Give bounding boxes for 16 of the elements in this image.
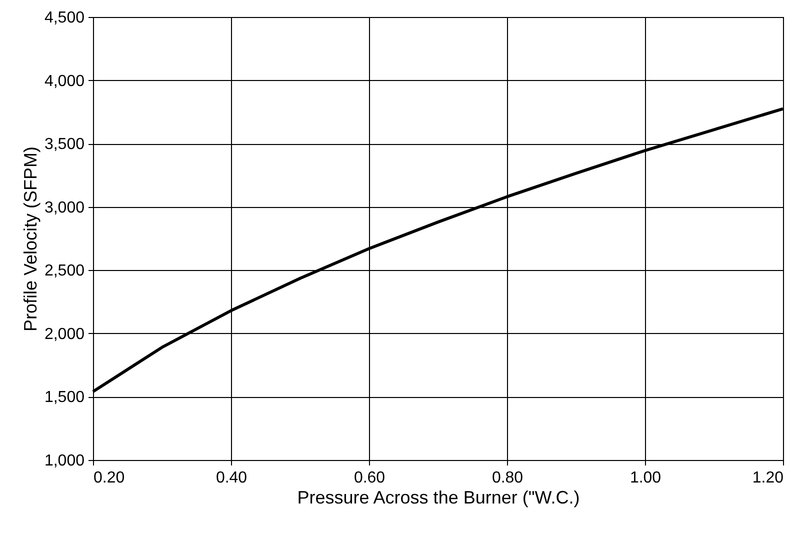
x-tick-label: 0.20 [94,470,125,486]
x-tick-label: 1.20 [752,470,784,486]
y-tick-label: 1,500 [44,389,85,406]
x-tick-label: 0.80 [492,470,524,486]
y-tick-label: 2,500 [44,262,85,280]
x-tick-label: 0.40 [216,470,248,486]
y-tick-label: 4,000 [44,72,85,90]
y-tick-label: 2,000 [44,326,85,343]
x-axis-title: Pressure Across the Burner ("W.C.) [297,488,580,508]
y-tick-label: 1,000 [44,452,85,470]
x-tick-label: 1.00 [630,470,662,486]
y-tick-label: 3,000 [44,199,85,216]
y-tick-label: 4,500 [44,10,85,26]
y-axis-title: Profile Velocity (SFPM) [20,146,40,332]
y-tick-label: 3,500 [44,136,85,154]
x-tick-label: 0.60 [354,470,386,486]
